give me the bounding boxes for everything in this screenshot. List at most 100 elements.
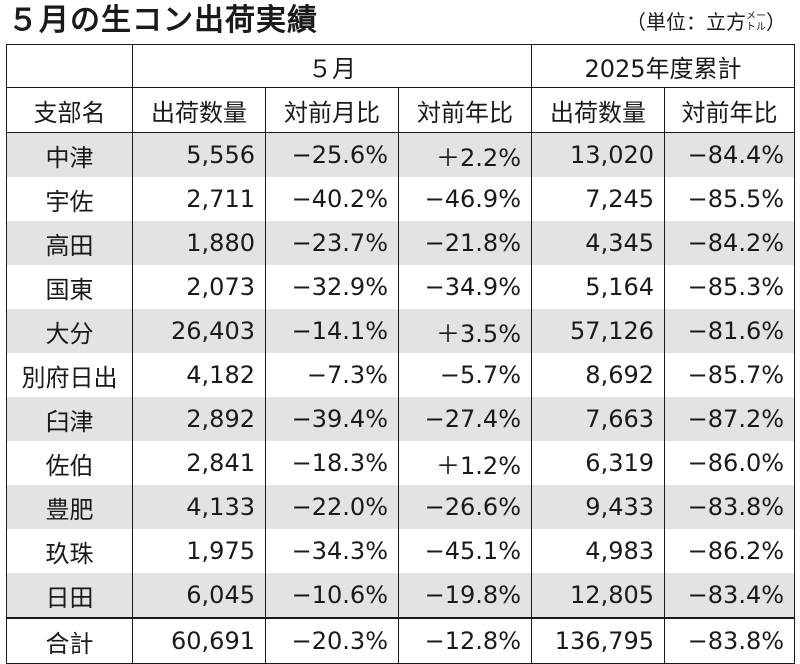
col-header-month-vs-prev-month: 対前月比	[265, 87, 399, 133]
month-volume-cell: 2,841	[132, 441, 266, 485]
cumulative-volume-cell: 8,692	[531, 353, 666, 397]
total-month-vs-prev-month: −20.3%	[265, 617, 399, 664]
cumulative-volume-cell: 4,345	[531, 221, 666, 265]
branch-name-cell: 玖珠	[6, 529, 133, 573]
cumulative-volume-cell: 57,126	[531, 309, 666, 353]
month-volume-cell: 4,182	[132, 353, 266, 397]
cumulative-vs-prev-year-cell: −81.6%	[664, 309, 796, 353]
month-volume-cell: 4,133	[132, 485, 266, 529]
month-vs-prev-year-cell: −19.8%	[397, 573, 533, 618]
branch-name-cell: 国東	[6, 265, 133, 309]
total-month-vs-prev-year: −12.8%	[397, 617, 533, 664]
total-row: 合計 60,691 −20.3% −12.8% 136,795 −83.8%	[6, 617, 796, 664]
col-header-cumulative-vs-prev-year: 対前年比	[664, 87, 796, 133]
month-volume-cell: 6,045	[132, 573, 266, 618]
month-vs-prev-year-cell: ＋3.5%	[397, 309, 533, 353]
table-row: 中津 5,556 −25.6% ＋2.2% 13,020 −84.4%	[6, 132, 796, 177]
total-cumulative-vs-prev-year: −83.8%	[664, 617, 796, 664]
month-volume-cell: 2,073	[132, 265, 266, 309]
branch-name-cell: 宇佐	[6, 177, 133, 221]
month-volume-cell: 1,880	[132, 221, 266, 265]
branch-name-cell: 中津	[6, 132, 133, 177]
table-row: 高田 1,880 −23.7% −21.8% 4,345 −84.2%	[6, 221, 796, 265]
month-vs-prev-month-cell: −7.3%	[265, 353, 399, 397]
table-row: 国東 2,073 −32.9% −34.9% 5,164 −85.3%	[6, 265, 796, 309]
branch-name-cell: 佐伯	[6, 441, 133, 485]
cumulative-volume-cell: 13,020	[531, 132, 666, 177]
cumulative-vs-prev-year-cell: −85.7%	[664, 353, 796, 397]
month-volume-cell: 2,892	[132, 397, 266, 441]
unit-note: （単位：立方 メー トル ）	[626, 8, 786, 36]
table-row: 臼津 2,892 −39.4% −27.4% 7,663 −87.2%	[6, 397, 796, 441]
col-header-branch: 支部名	[6, 87, 133, 133]
branch-name-cell: 日田	[6, 573, 133, 618]
month-vs-prev-year-cell: −27.4%	[397, 397, 533, 441]
col-header-cumulative-volume: 出荷数量	[531, 87, 666, 133]
cumulative-volume-cell: 5,164	[531, 265, 666, 309]
month-volume-cell: 2,711	[132, 177, 266, 221]
cumulative-vs-prev-year-cell: −84.4%	[664, 132, 796, 177]
month-volume-cell: 1,975	[132, 529, 266, 573]
cumulative-vs-prev-year-cell: −87.2%	[664, 397, 796, 441]
month-vs-prev-year-cell: ＋2.2%	[397, 132, 533, 177]
unit-note-main: （単位：立方	[626, 10, 746, 34]
cumulative-vs-prev-year-cell: −86.2%	[664, 529, 796, 573]
month-vs-prev-month-cell: −34.3%	[265, 529, 399, 573]
table-row: 大分 26,403 −14.1% ＋3.5% 57,126 −81.6%	[6, 309, 796, 353]
total-label: 合計	[6, 617, 133, 664]
month-vs-prev-month-cell: −18.3%	[265, 441, 399, 485]
cumulative-volume-cell: 9,433	[531, 485, 666, 529]
branch-name-cell: 別府日出	[6, 353, 133, 397]
month-vs-prev-year-cell: ＋1.2%	[397, 441, 533, 485]
total-month-volume: 60,691	[132, 617, 266, 664]
cumulative-vs-prev-year-cell: −83.4%	[664, 573, 796, 618]
month-vs-prev-month-cell: −32.9%	[265, 265, 399, 309]
cumulative-vs-prev-year-cell: −85.5%	[664, 177, 796, 221]
col-header-month-vs-prev-year: 対前年比	[397, 87, 533, 133]
month-vs-prev-month-cell: −25.6%	[265, 132, 399, 177]
unit-note-close: ）	[766, 10, 786, 34]
header-group-month: ５月	[131, 44, 533, 88]
table-row: 豊肥 4,133 −22.0% −26.6% 9,433 −83.8%	[6, 485, 796, 529]
month-vs-prev-year-cell: −45.1%	[397, 529, 533, 573]
branch-name-cell: 高田	[6, 221, 133, 265]
cumulative-volume-cell: 7,663	[531, 397, 666, 441]
unit-note-small: メー トル	[746, 11, 766, 33]
header-group-row: ５月 2025年度累計	[6, 44, 796, 88]
branch-name-cell: 臼津	[6, 397, 133, 441]
cumulative-volume-cell: 7,245	[531, 177, 666, 221]
month-vs-prev-year-cell: −21.8%	[397, 221, 533, 265]
cumulative-vs-prev-year-cell: −84.2%	[664, 221, 796, 265]
table-row: 宇佐 2,711 −40.2% −46.9% 7,245 −85.5%	[6, 177, 796, 221]
month-vs-prev-month-cell: −39.4%	[265, 397, 399, 441]
table-row: 別府日出 4,182 −7.3% −5.7% 8,692 −85.7%	[6, 353, 796, 397]
month-vs-prev-year-cell: −26.6%	[397, 485, 533, 529]
cumulative-vs-prev-year-cell: −85.3%	[664, 265, 796, 309]
month-vs-prev-year-cell: −5.7%	[397, 353, 533, 397]
unit-note-small-top: メー	[746, 11, 766, 22]
header-column-row: 支部名 出荷数量 対前月比 対前年比 出荷数量 対前年比	[6, 87, 796, 133]
page-title: ５月の生コン出荷実績	[8, 3, 318, 38]
total-cumulative-volume: 136,795	[531, 617, 666, 664]
month-vs-prev-month-cell: −14.1%	[265, 309, 399, 353]
month-vs-prev-year-cell: −46.9%	[397, 177, 533, 221]
month-vs-prev-month-cell: −40.2%	[265, 177, 399, 221]
month-volume-cell: 5,556	[132, 132, 266, 177]
col-header-month-volume: 出荷数量	[132, 87, 266, 133]
month-vs-prev-month-cell: −22.0%	[265, 485, 399, 529]
header-blank-cell	[6, 44, 133, 88]
cumulative-vs-prev-year-cell: −86.0%	[664, 441, 796, 485]
cumulative-volume-cell: 4,983	[531, 529, 666, 573]
shipment-table: ５月 2025年度累計 支部名 出荷数量 対前月比 対前年比 出荷数量 対前年比…	[6, 44, 796, 664]
cumulative-volume-cell: 6,319	[531, 441, 666, 485]
table-row: 日田 6,045 −10.6% −19.8% 12,805 −83.4%	[6, 573, 796, 618]
unit-note-small-bottom: トル	[746, 22, 766, 33]
branch-name-cell: 大分	[6, 309, 133, 353]
month-vs-prev-year-cell: −34.9%	[397, 265, 533, 309]
table-row: 玖珠 1,975 −34.3% −45.1% 4,983 −86.2%	[6, 529, 796, 573]
table-row: 佐伯 2,841 −18.3% ＋1.2% 6,319 −86.0%	[6, 441, 796, 485]
branch-name-cell: 豊肥	[6, 485, 133, 529]
cumulative-volume-cell: 12,805	[531, 573, 666, 618]
month-vs-prev-month-cell: −23.7%	[265, 221, 399, 265]
month-volume-cell: 26,403	[132, 309, 266, 353]
